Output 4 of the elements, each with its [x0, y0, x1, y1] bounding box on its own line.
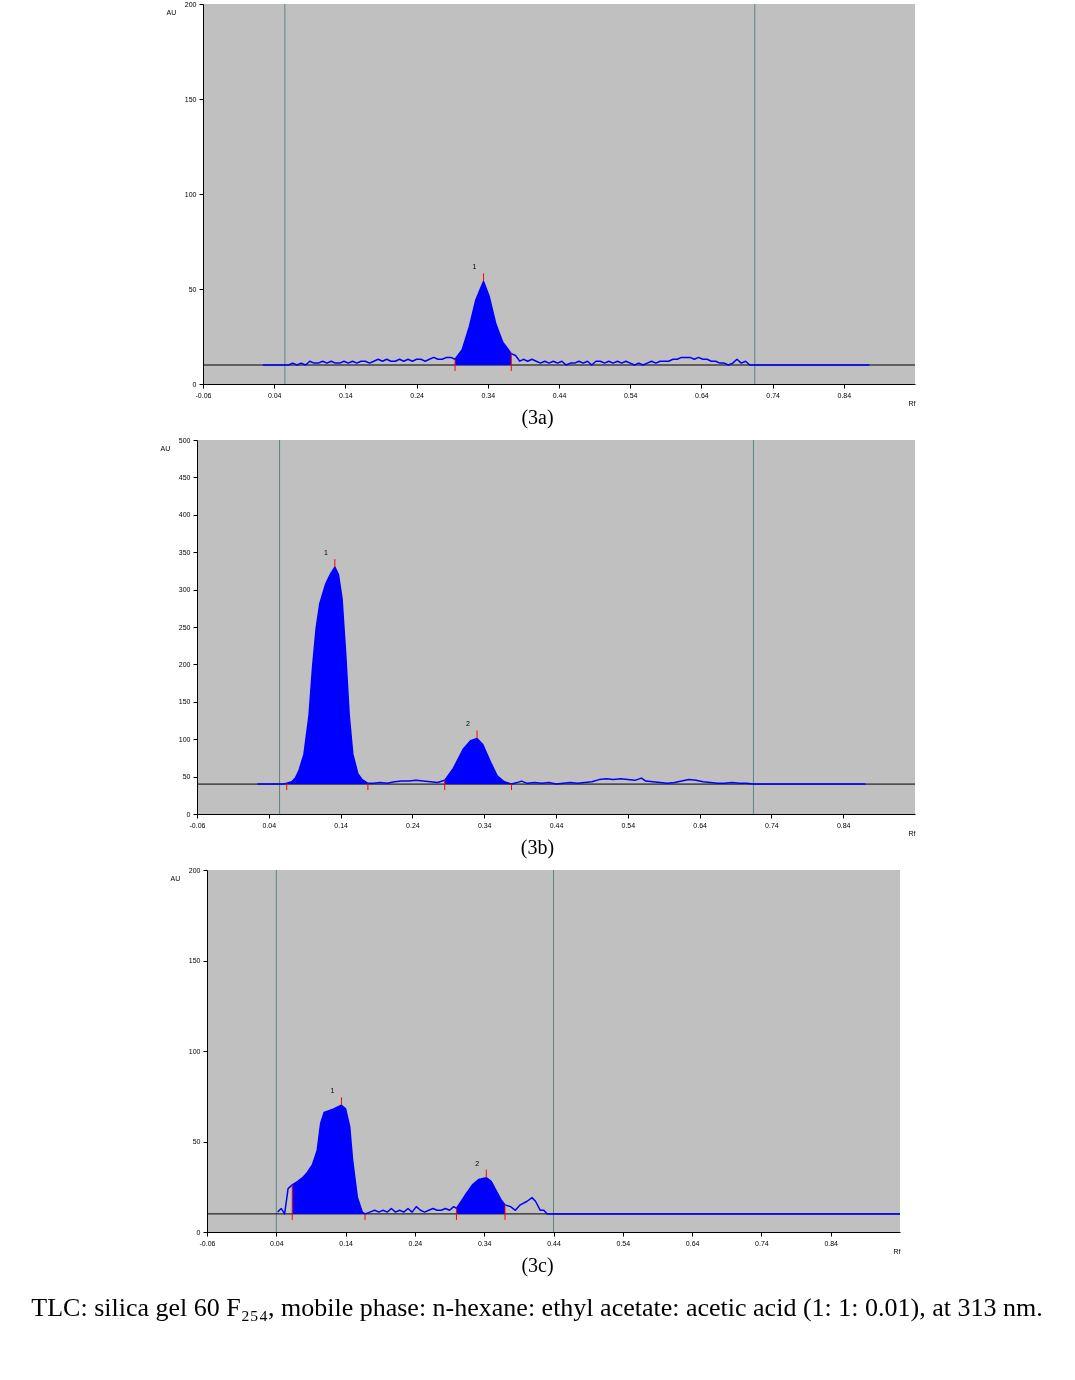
text: (3b) [520, 836, 555, 859]
text: TLC: silica gel 60 F₂₅₄, mobile phase: n-hexane: ethyl acetate: acetic acid (1: 1: 0.01), at 313 nm. [30, 1292, 1044, 1323]
text: (3a) [521, 406, 554, 429]
text: (3c) [521, 1254, 554, 1277]
